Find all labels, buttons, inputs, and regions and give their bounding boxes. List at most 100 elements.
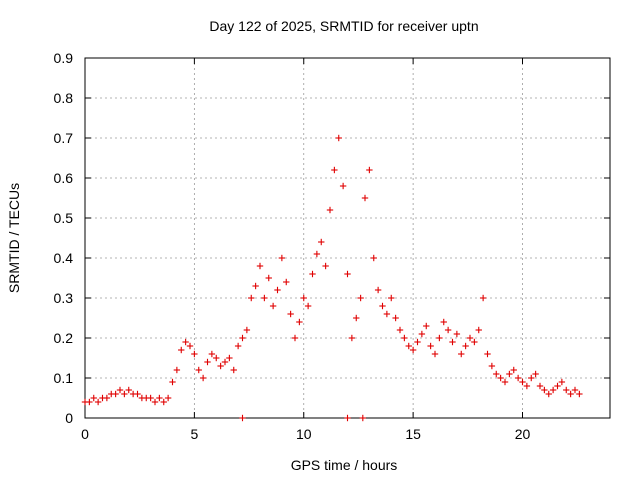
data-point [178,346,185,354]
data-point [479,294,487,302]
data-point [541,386,548,394]
data-point [545,390,552,398]
x-tick-label: 0 [81,426,89,442]
data-point [388,294,395,302]
data-point [379,302,386,310]
data-point [221,358,229,366]
data-point [374,286,382,294]
y-tick-label: 0.7 [54,130,74,146]
data-point [230,366,237,374]
data-point [160,398,167,406]
data-point [248,294,255,302]
data-point [370,254,377,262]
data-point [94,398,102,406]
data-point [359,414,367,422]
data-point [239,414,246,422]
data-point [466,334,474,342]
data-point [519,378,526,386]
data-point [313,250,321,258]
y-tick-label: 0.4 [54,250,74,266]
data-point [278,254,286,262]
data-point [90,394,97,402]
y-tick-label: 0.1 [54,370,74,386]
grid [85,58,610,418]
data-point [497,374,504,382]
data-point [458,350,465,358]
y-tick-label: 0.9 [54,50,74,66]
data-point [506,370,513,378]
data-point [283,278,290,286]
data-point [269,302,277,310]
x-tick-label: 10 [296,426,312,442]
data-point [361,194,369,202]
x-tick-labels: 0 5 10 15 20 [81,426,530,442]
y-tick-label: 0.3 [54,290,74,306]
data-point [401,334,408,342]
data-point [484,350,491,358]
data-point [353,314,360,322]
data-point [86,398,93,406]
data-point [366,166,373,174]
data-point [344,414,351,422]
data-point [536,382,544,390]
data-point [204,358,211,366]
data-point [488,362,496,370]
data-point [357,294,364,302]
data-point [147,394,154,402]
data-point [339,182,347,190]
data-point [239,334,246,342]
data-point [462,342,469,350]
data-point [304,302,312,310]
data-point [186,342,194,350]
data-point [116,386,124,394]
data-points [81,134,583,422]
data-point [571,386,579,394]
data-point [558,378,566,386]
data-point [274,286,281,294]
y-tick-label: 0.6 [54,170,74,186]
data-point [431,350,439,358]
data-point [103,394,111,402]
data-point [348,334,356,342]
data-point [134,390,141,398]
y-tick-label: 0.5 [54,210,74,226]
data-point [287,310,294,318]
tick-marks [84,57,610,419]
data-point [217,362,224,370]
data-point [213,354,220,362]
data-point [392,314,399,322]
data-point [427,342,434,350]
data-point [208,350,216,358]
data-point [414,338,421,346]
data-point [396,326,404,334]
data-point [436,334,443,342]
x-axis-label: GPS time / hours [291,457,398,473]
data-point [549,386,557,394]
data-point [191,350,198,358]
data-point [532,370,539,378]
data-point [528,374,535,382]
chart-title: Day 122 of 2025, SRMTID for receiver upt… [209,18,478,34]
data-point [309,270,316,278]
data-point [471,338,478,346]
y-axis-label: SRMTID / TECUs [6,183,22,293]
data-point [169,378,176,386]
data-point [173,366,181,374]
data-point [182,338,189,346]
x-tick-label: 20 [515,426,531,442]
data-point [554,382,561,390]
data-point [405,342,412,350]
data-point [563,386,570,394]
data-point [326,206,334,214]
data-point [449,338,456,346]
data-point [199,374,207,382]
data-point [243,326,251,334]
x-tick-label: 5 [190,426,198,442]
data-point [453,330,461,338]
x-tick-label: 15 [405,426,421,442]
data-point [252,282,259,290]
y-tick-label: 0.8 [54,90,74,106]
data-point [234,342,242,350]
